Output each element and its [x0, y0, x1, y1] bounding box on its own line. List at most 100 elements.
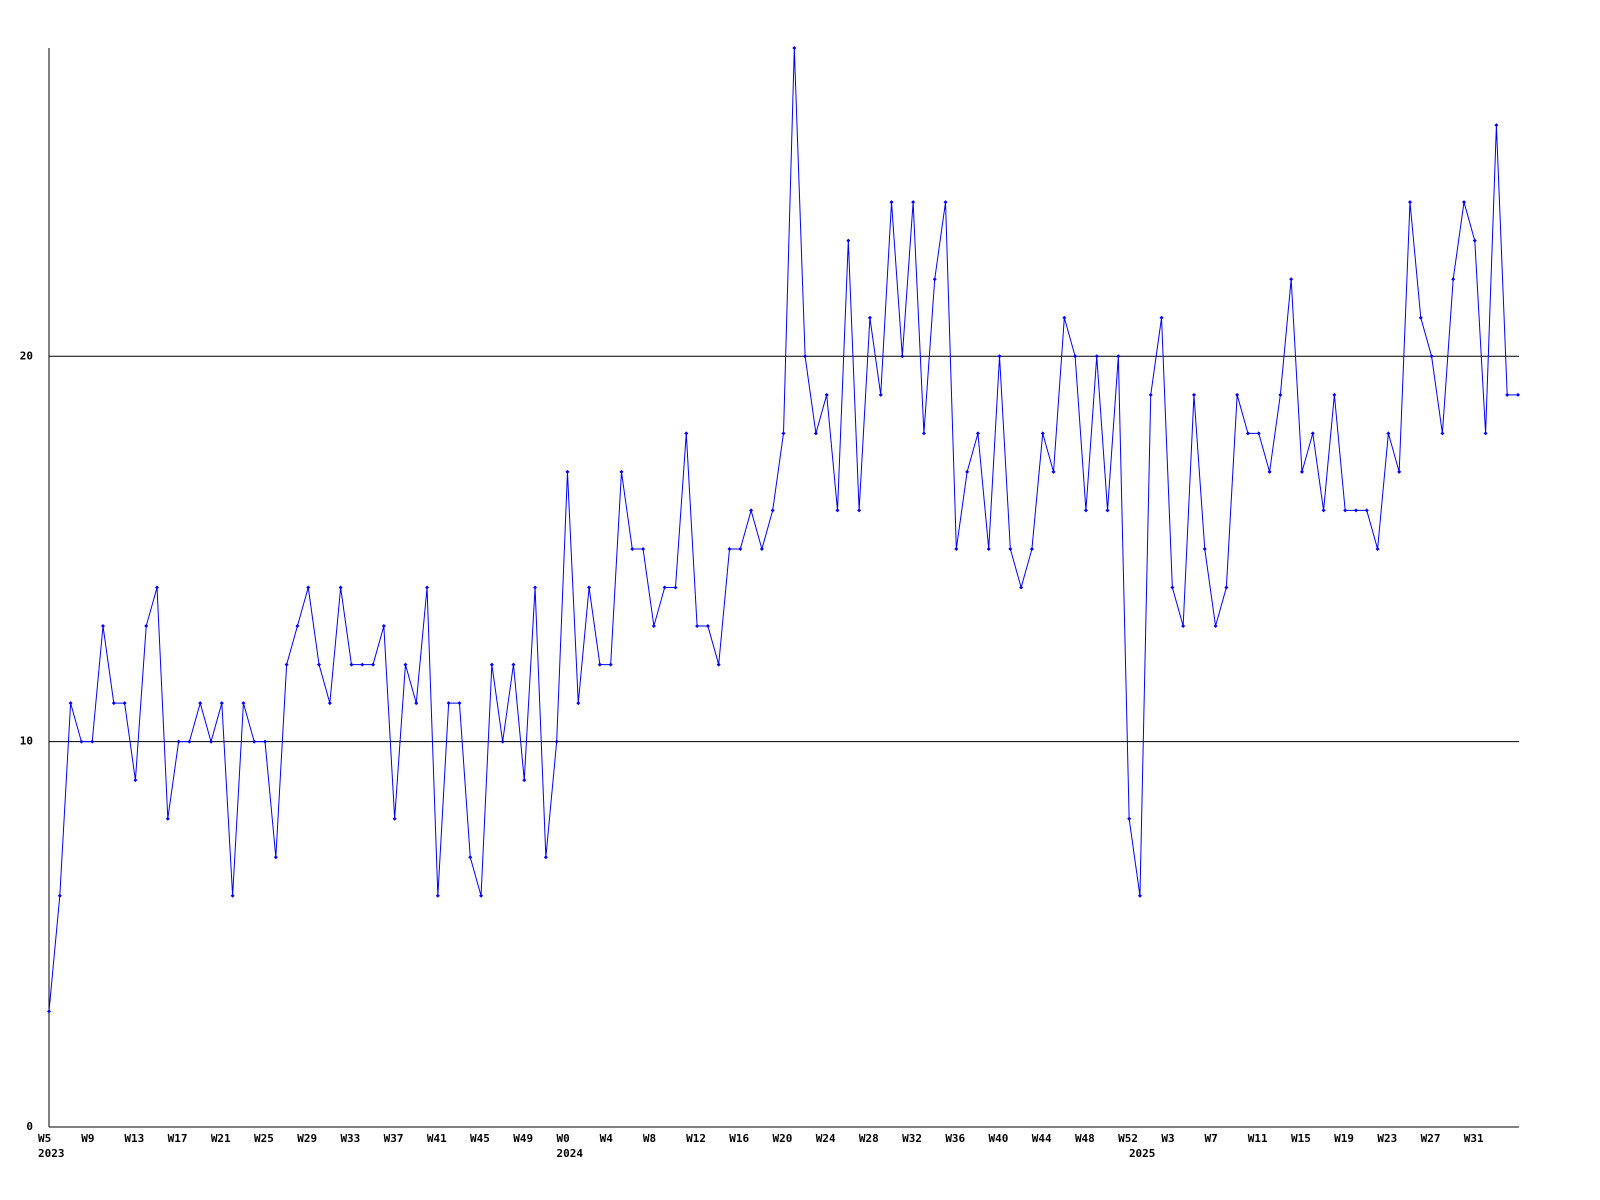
- data-point: [651, 624, 656, 629]
- x-tick-label: W41: [427, 1132, 447, 1145]
- data-point: [360, 662, 365, 667]
- data-point: [489, 662, 494, 667]
- y-tick-label: 10: [20, 735, 33, 748]
- data-point: [813, 431, 818, 436]
- data-point: [1353, 508, 1358, 513]
- data-point: [392, 816, 397, 821]
- data-point: [1170, 585, 1175, 590]
- data-point: [263, 739, 268, 744]
- data-point: [749, 508, 754, 513]
- data-point: [500, 739, 505, 744]
- data-point: [79, 739, 84, 744]
- x-tick-label: W33: [340, 1132, 360, 1145]
- data-point: [327, 701, 332, 706]
- data-point: [479, 893, 484, 898]
- data-point: [1148, 392, 1153, 397]
- data-point: [1472, 238, 1477, 243]
- x-year-label: 2024: [556, 1147, 583, 1160]
- data-point: [144, 624, 149, 629]
- data-point: [68, 701, 73, 706]
- data-point: [1159, 315, 1164, 320]
- data-point: [695, 624, 700, 629]
- y-tick-label: 0: [26, 1120, 33, 1133]
- data-point: [1062, 315, 1067, 320]
- data-point: [425, 585, 430, 590]
- data-point: [187, 739, 192, 744]
- data-point: [889, 200, 894, 205]
- data-point: [1073, 354, 1078, 359]
- x-year-label: 2023: [38, 1147, 65, 1160]
- data-point: [803, 354, 808, 359]
- x-tick-label: W3: [1161, 1132, 1174, 1145]
- x-tick-label: W4: [600, 1132, 614, 1145]
- data-point: [198, 701, 203, 706]
- data-point: [1461, 200, 1466, 205]
- data-point: [1245, 431, 1250, 436]
- data-point: [824, 392, 829, 397]
- data-point: [457, 701, 462, 706]
- data-point: [1494, 123, 1499, 128]
- data-point: [295, 624, 300, 629]
- data-point: [101, 624, 106, 629]
- data-point: [176, 739, 181, 744]
- data-point: [705, 624, 710, 629]
- x-tick-label: W44: [1032, 1132, 1052, 1145]
- data-point: [209, 739, 214, 744]
- x-tick-label: W52: [1118, 1132, 1138, 1145]
- data-point: [1299, 469, 1304, 474]
- data-point: [1202, 546, 1207, 551]
- data-point: [1278, 392, 1283, 397]
- data-point: [1051, 469, 1056, 474]
- data-point: [1483, 431, 1488, 436]
- data-point: [1040, 431, 1045, 436]
- x-tick-label: W23: [1377, 1132, 1397, 1145]
- data-point: [414, 701, 419, 706]
- x-tick-label: W24: [816, 1132, 836, 1145]
- data-point: [1418, 315, 1423, 320]
- data-point: [770, 508, 775, 513]
- data-point: [943, 200, 948, 205]
- x-tick-label: W8: [643, 1132, 656, 1145]
- data-point: [684, 431, 689, 436]
- data-point: [1029, 546, 1034, 551]
- data-point: [727, 546, 732, 551]
- data-point: [911, 200, 916, 205]
- data-point: [867, 315, 872, 320]
- data-point: [306, 585, 311, 590]
- data-point: [997, 354, 1002, 359]
- data-point: [273, 855, 278, 860]
- y-tick-label: 20: [20, 349, 33, 362]
- x-tick-label: W25: [254, 1132, 274, 1145]
- data-line: [48, 47, 1518, 1012]
- data-point: [1440, 431, 1445, 436]
- data-point: [608, 662, 613, 667]
- data-point: [1516, 392, 1520, 397]
- data-point: [1343, 508, 1348, 513]
- data-point: [241, 701, 246, 706]
- data-point: [47, 1009, 51, 1014]
- data-point: [846, 238, 851, 243]
- x-tick-label: W32: [902, 1132, 922, 1145]
- data-point: [511, 662, 516, 667]
- data-point: [835, 508, 840, 513]
- data-point: [759, 546, 764, 551]
- data-point: [543, 855, 548, 860]
- data-point: [435, 893, 440, 898]
- x-tick-label: W40: [989, 1132, 1009, 1145]
- data-point: [554, 739, 559, 744]
- data-point: [90, 739, 95, 744]
- data-point: [1429, 354, 1434, 359]
- data-point: [1191, 392, 1196, 397]
- data-point: [371, 662, 376, 667]
- data-point: [57, 893, 62, 898]
- data-point: [446, 701, 451, 706]
- data-point: [738, 546, 743, 551]
- data-point: [1407, 200, 1412, 205]
- x-tick-label: W5: [38, 1132, 51, 1145]
- data-point: [1289, 277, 1294, 282]
- data-point: [1083, 508, 1088, 513]
- x-tick-label: W16: [729, 1132, 749, 1145]
- x-tick-label: W12: [686, 1132, 706, 1145]
- x-tick-label: W11: [1248, 1132, 1268, 1145]
